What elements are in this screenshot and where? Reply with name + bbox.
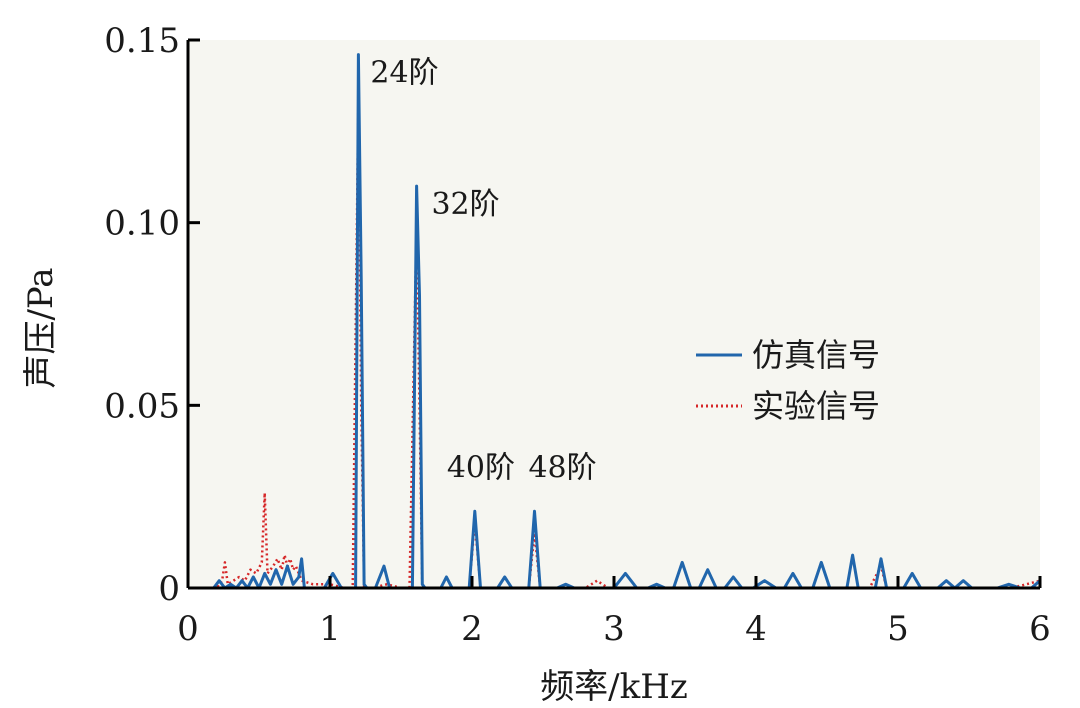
legend-label-experiment: 实验信号 <box>752 387 880 425</box>
y-tick-label: 0 <box>158 569 180 609</box>
annotation-layer: 24阶 32阶 40阶 48阶 <box>370 56 596 486</box>
x-tick-label: 3 <box>603 609 625 649</box>
peak-annotation: 32阶 <box>431 187 499 222</box>
peak-annotation: 40阶 <box>447 450 515 485</box>
legend-label-simulation: 仿真信号 <box>752 336 880 374</box>
y-tick-label: 0.15 <box>104 21 180 61</box>
x-tick-label: 5 <box>887 609 909 649</box>
ticks-layer: 0 0.05 0.10 0.15 0 1 2 3 4 5 6 <box>104 21 1051 649</box>
x-tick-label: 4 <box>745 609 767 649</box>
x-tick-label: 0 <box>177 609 199 649</box>
legend: 仿真信号 实验信号 <box>696 336 880 425</box>
x-axis-label: 频率/kHz <box>540 667 688 704</box>
y-tick-label: 0.10 <box>104 204 180 244</box>
y-tick-label: 0.05 <box>104 386 180 426</box>
plot-area <box>188 40 1040 588</box>
x-tick-label: 1 <box>319 609 341 649</box>
peak-annotation: 48阶 <box>528 450 596 485</box>
y-axis-label: 声压/Pa <box>21 267 61 388</box>
peak-annotation: 24阶 <box>370 56 438 91</box>
x-tick-label: 2 <box>461 609 483 649</box>
x-tick-label: 6 <box>1029 609 1051 649</box>
